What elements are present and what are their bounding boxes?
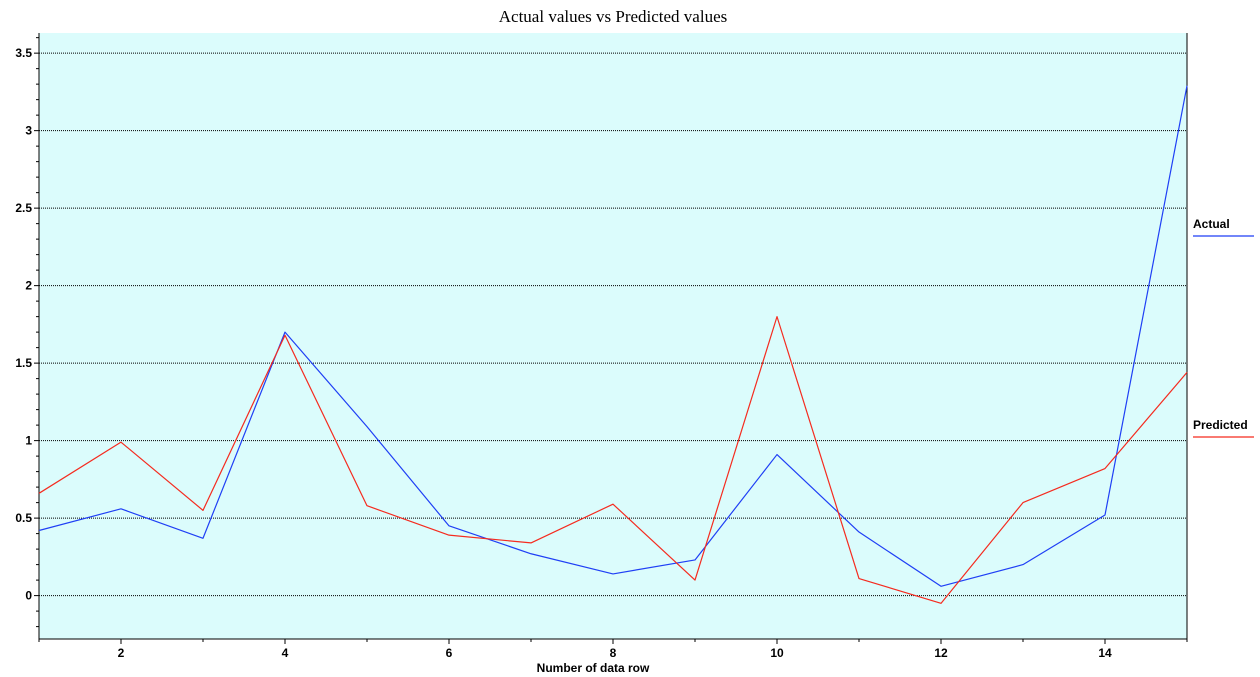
y-tick-label: 0.5 xyxy=(15,511,32,525)
grid-lines xyxy=(39,52,1187,597)
x-tick-label: 10 xyxy=(770,646,784,660)
y-tick-label: 3 xyxy=(25,124,32,138)
series-line-actual xyxy=(38,85,1188,587)
y-tick-label: 2.5 xyxy=(15,201,32,215)
series-lines xyxy=(38,85,1188,604)
x-tick-label: 12 xyxy=(934,646,948,660)
y-tick-label: 0 xyxy=(25,589,32,603)
legend-item-predicted: Predicted xyxy=(1193,418,1254,438)
y-tick-label: 1 xyxy=(25,434,32,448)
x-tick-label: 6 xyxy=(446,646,453,660)
x-tick-label: 14 xyxy=(1098,646,1112,660)
y-tick-label: 1.5 xyxy=(15,356,32,370)
tick-labels: 0 0.5 1 1.5 2 2.5 3 3.5 2 4 6 8 10 12 14 xyxy=(15,46,1112,660)
legend-item-actual: Actual xyxy=(1193,217,1254,237)
x-tick-label: 4 xyxy=(282,646,289,660)
x-tick-label: 8 xyxy=(610,646,617,660)
x-axis-label: Number of data row xyxy=(537,661,650,675)
y-tick-label: 2 xyxy=(25,279,32,293)
series-line-predicted xyxy=(38,316,1188,604)
legend: Actual Predicted xyxy=(1193,217,1254,438)
y-tick-label: 3.5 xyxy=(15,46,32,60)
chart-title: Actual values vs Predicted values xyxy=(499,7,728,26)
axes xyxy=(34,33,1188,644)
legend-label: Actual xyxy=(1193,217,1230,231)
plot-area xyxy=(39,33,1187,639)
legend-label: Predicted xyxy=(1193,418,1248,432)
x-tick-label: 2 xyxy=(118,646,125,660)
